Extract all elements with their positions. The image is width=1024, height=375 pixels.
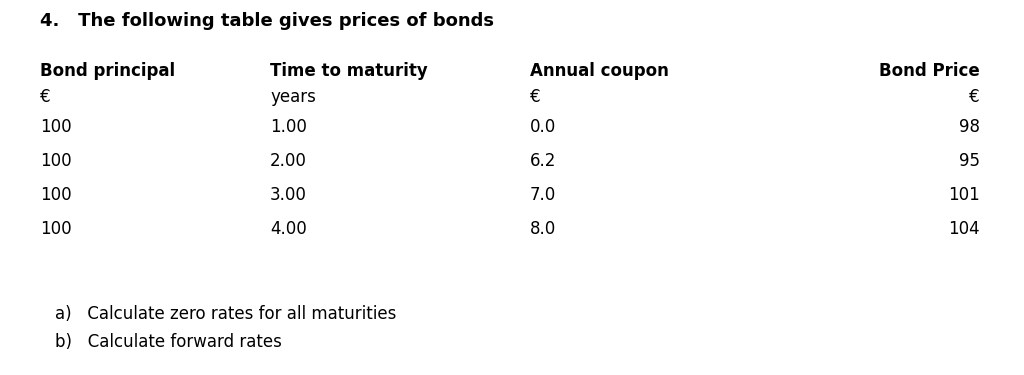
Text: €: € — [530, 88, 541, 106]
Text: 98: 98 — [959, 118, 980, 136]
Text: 100: 100 — [40, 186, 72, 204]
Text: Bond Price: Bond Price — [880, 62, 980, 80]
Text: 3.00: 3.00 — [270, 186, 307, 204]
Text: 4.00: 4.00 — [270, 220, 307, 238]
Text: 8.0: 8.0 — [530, 220, 556, 238]
Text: 6.2: 6.2 — [530, 152, 556, 170]
Text: Time to maturity: Time to maturity — [270, 62, 428, 80]
Text: 1.00: 1.00 — [270, 118, 307, 136]
Text: €: € — [40, 88, 50, 106]
Text: Annual coupon: Annual coupon — [530, 62, 669, 80]
Text: b)   Calculate forward rates: b) Calculate forward rates — [55, 333, 282, 351]
Text: 7.0: 7.0 — [530, 186, 556, 204]
Text: 101: 101 — [948, 186, 980, 204]
Text: €: € — [970, 88, 980, 106]
Text: 95: 95 — [959, 152, 980, 170]
Text: a)   Calculate zero rates for all maturities: a) Calculate zero rates for all maturiti… — [55, 305, 396, 323]
Text: 104: 104 — [948, 220, 980, 238]
Text: years: years — [270, 88, 315, 106]
Text: Bond principal: Bond principal — [40, 62, 175, 80]
Text: 2.00: 2.00 — [270, 152, 307, 170]
Text: 100: 100 — [40, 152, 72, 170]
Text: 4.   The following table gives prices of bonds: 4. The following table gives prices of b… — [40, 12, 494, 30]
Text: 100: 100 — [40, 118, 72, 136]
Text: 100: 100 — [40, 220, 72, 238]
Text: 0.0: 0.0 — [530, 118, 556, 136]
